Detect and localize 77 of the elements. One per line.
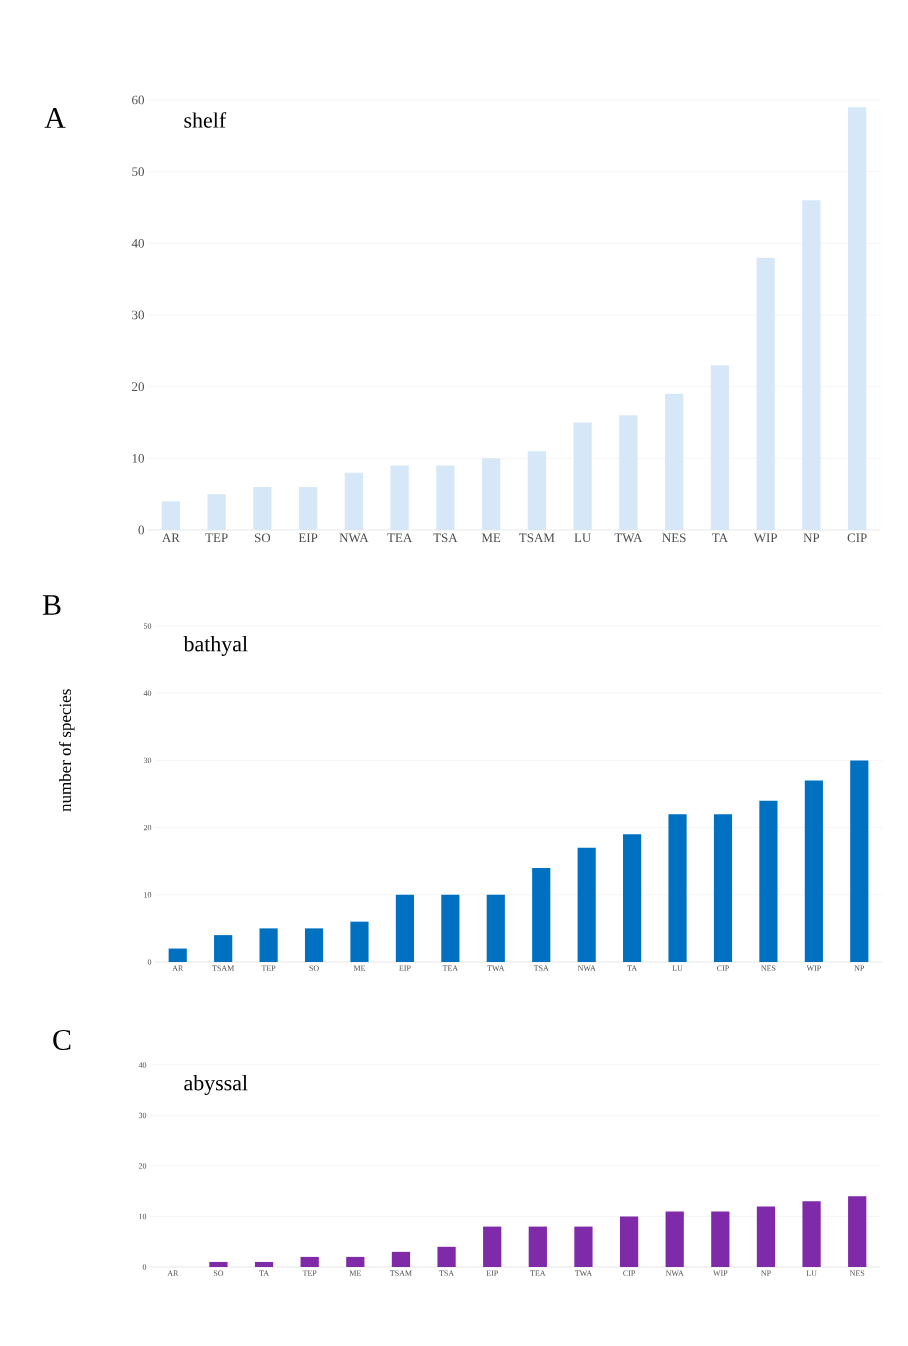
x-tick-label: TSAM [519, 533, 555, 543]
x-tick-label: AR [162, 533, 180, 543]
bar [574, 1226, 593, 1267]
bar [804, 780, 823, 962]
x-tick-label: TSA [433, 533, 458, 543]
y-tick-label: 40 [131, 238, 144, 248]
x-tick-label: CIP [847, 533, 867, 543]
bar [436, 465, 455, 530]
y-tick-label: 50 [132, 167, 144, 177]
x-tick-label: EIP [298, 533, 318, 542]
bar [300, 1256, 319, 1267]
bar [713, 814, 733, 962]
x-tick-label: WIP [753, 533, 777, 543]
bar [711, 1211, 730, 1267]
bar [528, 1226, 547, 1267]
bar [304, 928, 324, 962]
y-axis-title: number of species [58, 689, 75, 812]
y-tick-label: 20 [132, 382, 144, 392]
bar [209, 1261, 228, 1267]
bar [577, 847, 596, 962]
bar [441, 894, 460, 962]
bar [619, 415, 638, 530]
text: A [44, 108, 66, 128]
y-tick-label: 60 [132, 95, 144, 105]
x-tick-label: SO [254, 533, 271, 543]
bar [847, 107, 867, 530]
y-tick-label: 30 [132, 310, 144, 320]
bar [214, 935, 233, 962]
bar [390, 465, 409, 530]
bar [395, 894, 414, 962]
text: B [42, 595, 61, 615]
bar [253, 486, 272, 530]
x-tick-label: TEA [387, 533, 413, 543]
x-tick-label: TWA [614, 533, 643, 543]
x-tick-label: NP [803, 533, 820, 542]
bar [391, 1251, 411, 1267]
chart-title: shelf [184, 112, 227, 128]
x-tick-label: ME [481, 533, 501, 542]
bar [437, 1246, 456, 1267]
bar [802, 1201, 821, 1267]
chart-title: abyssal [184, 1075, 248, 1095]
x-tick-label: LU [574, 533, 591, 543]
bar [756, 257, 775, 530]
bar [259, 928, 278, 962]
bar [486, 894, 505, 962]
bar [168, 948, 187, 962]
y-tick-label: 0 [138, 525, 144, 535]
bar [573, 422, 592, 530]
x-tick-label: TEP [205, 533, 228, 542]
bar [759, 800, 778, 962]
x-tick-label: NWA [339, 533, 369, 543]
bar [483, 1226, 502, 1267]
bar [802, 200, 821, 530]
bar [664, 393, 684, 530]
bar [850, 760, 869, 962]
bar [298, 486, 318, 530]
bar [710, 365, 730, 530]
bar [665, 1211, 684, 1267]
bar [532, 867, 551, 962]
chart-title: bathyal [183, 636, 248, 656]
x-tick-label: NES [662, 533, 686, 543]
bar [207, 494, 226, 530]
bar [619, 1216, 639, 1267]
bar [668, 814, 687, 962]
bar [848, 1196, 867, 1267]
bar [481, 458, 501, 530]
bar [623, 834, 642, 962]
y-tick-label: 10 [132, 453, 144, 463]
bar [161, 501, 181, 530]
x-tick-label: TA [712, 533, 728, 543]
bar [756, 1206, 776, 1267]
text: C [53, 1029, 71, 1051]
bar [254, 1261, 274, 1267]
bar [350, 921, 369, 962]
bar [527, 451, 547, 530]
bar [346, 1256, 365, 1267]
bar [344, 472, 364, 530]
